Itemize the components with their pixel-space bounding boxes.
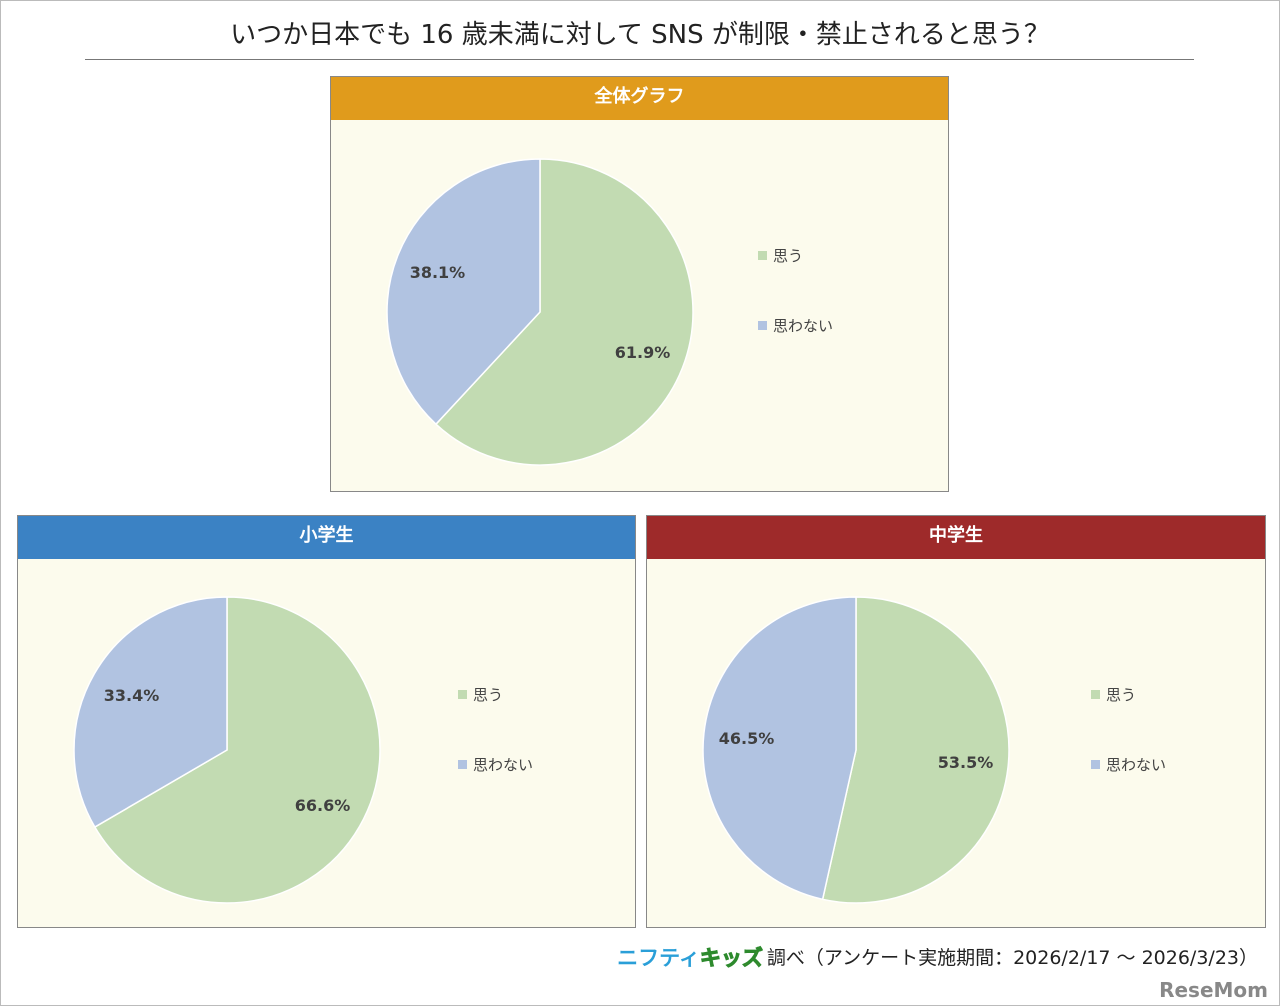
legend-swatch: [758, 251, 767, 260]
legend-swatch: [458, 690, 467, 699]
source-footer: ニフティ キッズ 調べ（アンケート実施期間：2026/2/17 ～ 2026/3…: [617, 944, 1258, 972]
data-label: 33.4%: [104, 686, 160, 705]
panel-header: 全体グラフ: [331, 77, 948, 120]
pie-slice-yes: [434, 158, 694, 466]
pie-slice-yes: [821, 596, 1010, 904]
legend-item: 思う: [1091, 684, 1136, 705]
data-label: 53.5%: [938, 753, 994, 772]
chart-panel-junior-high: 中学生 53.5% 46.5% 思う思わない: [646, 515, 1266, 928]
legend-label: 思わない: [473, 756, 534, 774]
source-text: 調べ（アンケート実施期間：2026/2/17 ～ 2026/3/23）: [766, 947, 1258, 969]
panel-header: 中学生: [647, 516, 1265, 559]
legend-item: 思わない: [1091, 754, 1166, 775]
pie-chart: 53.5% 46.5%: [702, 596, 1010, 904]
pie-slice-yes: [93, 596, 381, 904]
chart-panel-overall: 全体グラフ 61.9% 38.1% 思う思わない: [330, 76, 949, 492]
legend-swatch: [1091, 690, 1100, 699]
logo-nifty: ニフティ: [617, 946, 700, 970]
pie-slice-no: [386, 158, 541, 426]
legend-item: 思わない: [758, 315, 833, 336]
legend-item: 思わない: [458, 754, 533, 775]
data-label: 46.5%: [719, 729, 775, 748]
pie-chart: 61.9% 38.1%: [386, 158, 694, 466]
legend-swatch: [1091, 760, 1100, 769]
logo-kids: キッズ: [699, 946, 763, 971]
legend-label: 思わない: [773, 317, 834, 335]
legend-label: 思う: [773, 247, 804, 265]
panel-header: 小学生: [18, 516, 635, 559]
title-divider: [85, 59, 1194, 60]
legend-swatch: [758, 321, 767, 330]
page-title: いつか日本でも 16 歳未満に対して SNS が制限・禁止されると思う？: [230, 20, 1050, 50]
legend-item: 思う: [458, 684, 503, 705]
legend-item: 思う: [758, 245, 803, 266]
legend-label: 思わない: [1106, 756, 1167, 774]
pie-slice-no: [702, 596, 857, 901]
chart-panel-elementary: 小学生 66.6% 33.4% 思う思わない: [17, 515, 636, 928]
data-label: 66.6%: [295, 796, 351, 815]
legend-label: 思う: [1106, 686, 1137, 704]
data-label: 61.9%: [615, 343, 671, 362]
legend-swatch: [458, 760, 467, 769]
watermark-logo: ReseMom: [1159, 978, 1268, 1002]
pie-slice-no: [73, 596, 228, 829]
pie-chart: 66.6% 33.4%: [73, 596, 381, 904]
data-label: 38.1%: [410, 263, 466, 282]
legend-label: 思う: [473, 686, 504, 704]
